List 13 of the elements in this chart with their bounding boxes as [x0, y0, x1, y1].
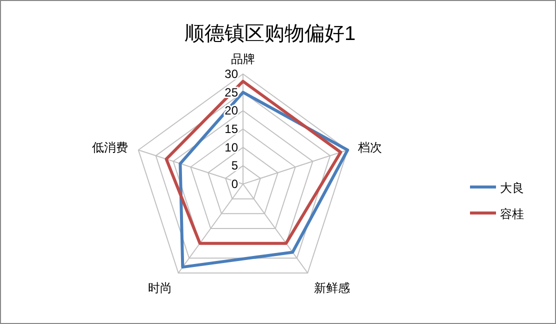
y-tick-label: 5 — [231, 158, 238, 173]
legend-label: 大良 — [500, 181, 524, 195]
y-tick-label: 30 — [224, 67, 238, 81]
spoke-label: 新鲜感 — [314, 280, 350, 295]
chart-title: 顺德镇区购物偏好1 — [184, 23, 356, 45]
legend-label: 容桂 — [500, 207, 524, 221]
y-tick-label: 15 — [224, 122, 238, 136]
y-tick-label: 0 — [231, 177, 238, 191]
spoke-label: 低消费 — [92, 140, 128, 155]
spoke-label: 品牌 — [231, 52, 255, 66]
spoke-label: 档次 — [357, 140, 382, 155]
y-tick-label: 10 — [224, 140, 238, 154]
spoke-label: 时尚 — [148, 280, 172, 295]
